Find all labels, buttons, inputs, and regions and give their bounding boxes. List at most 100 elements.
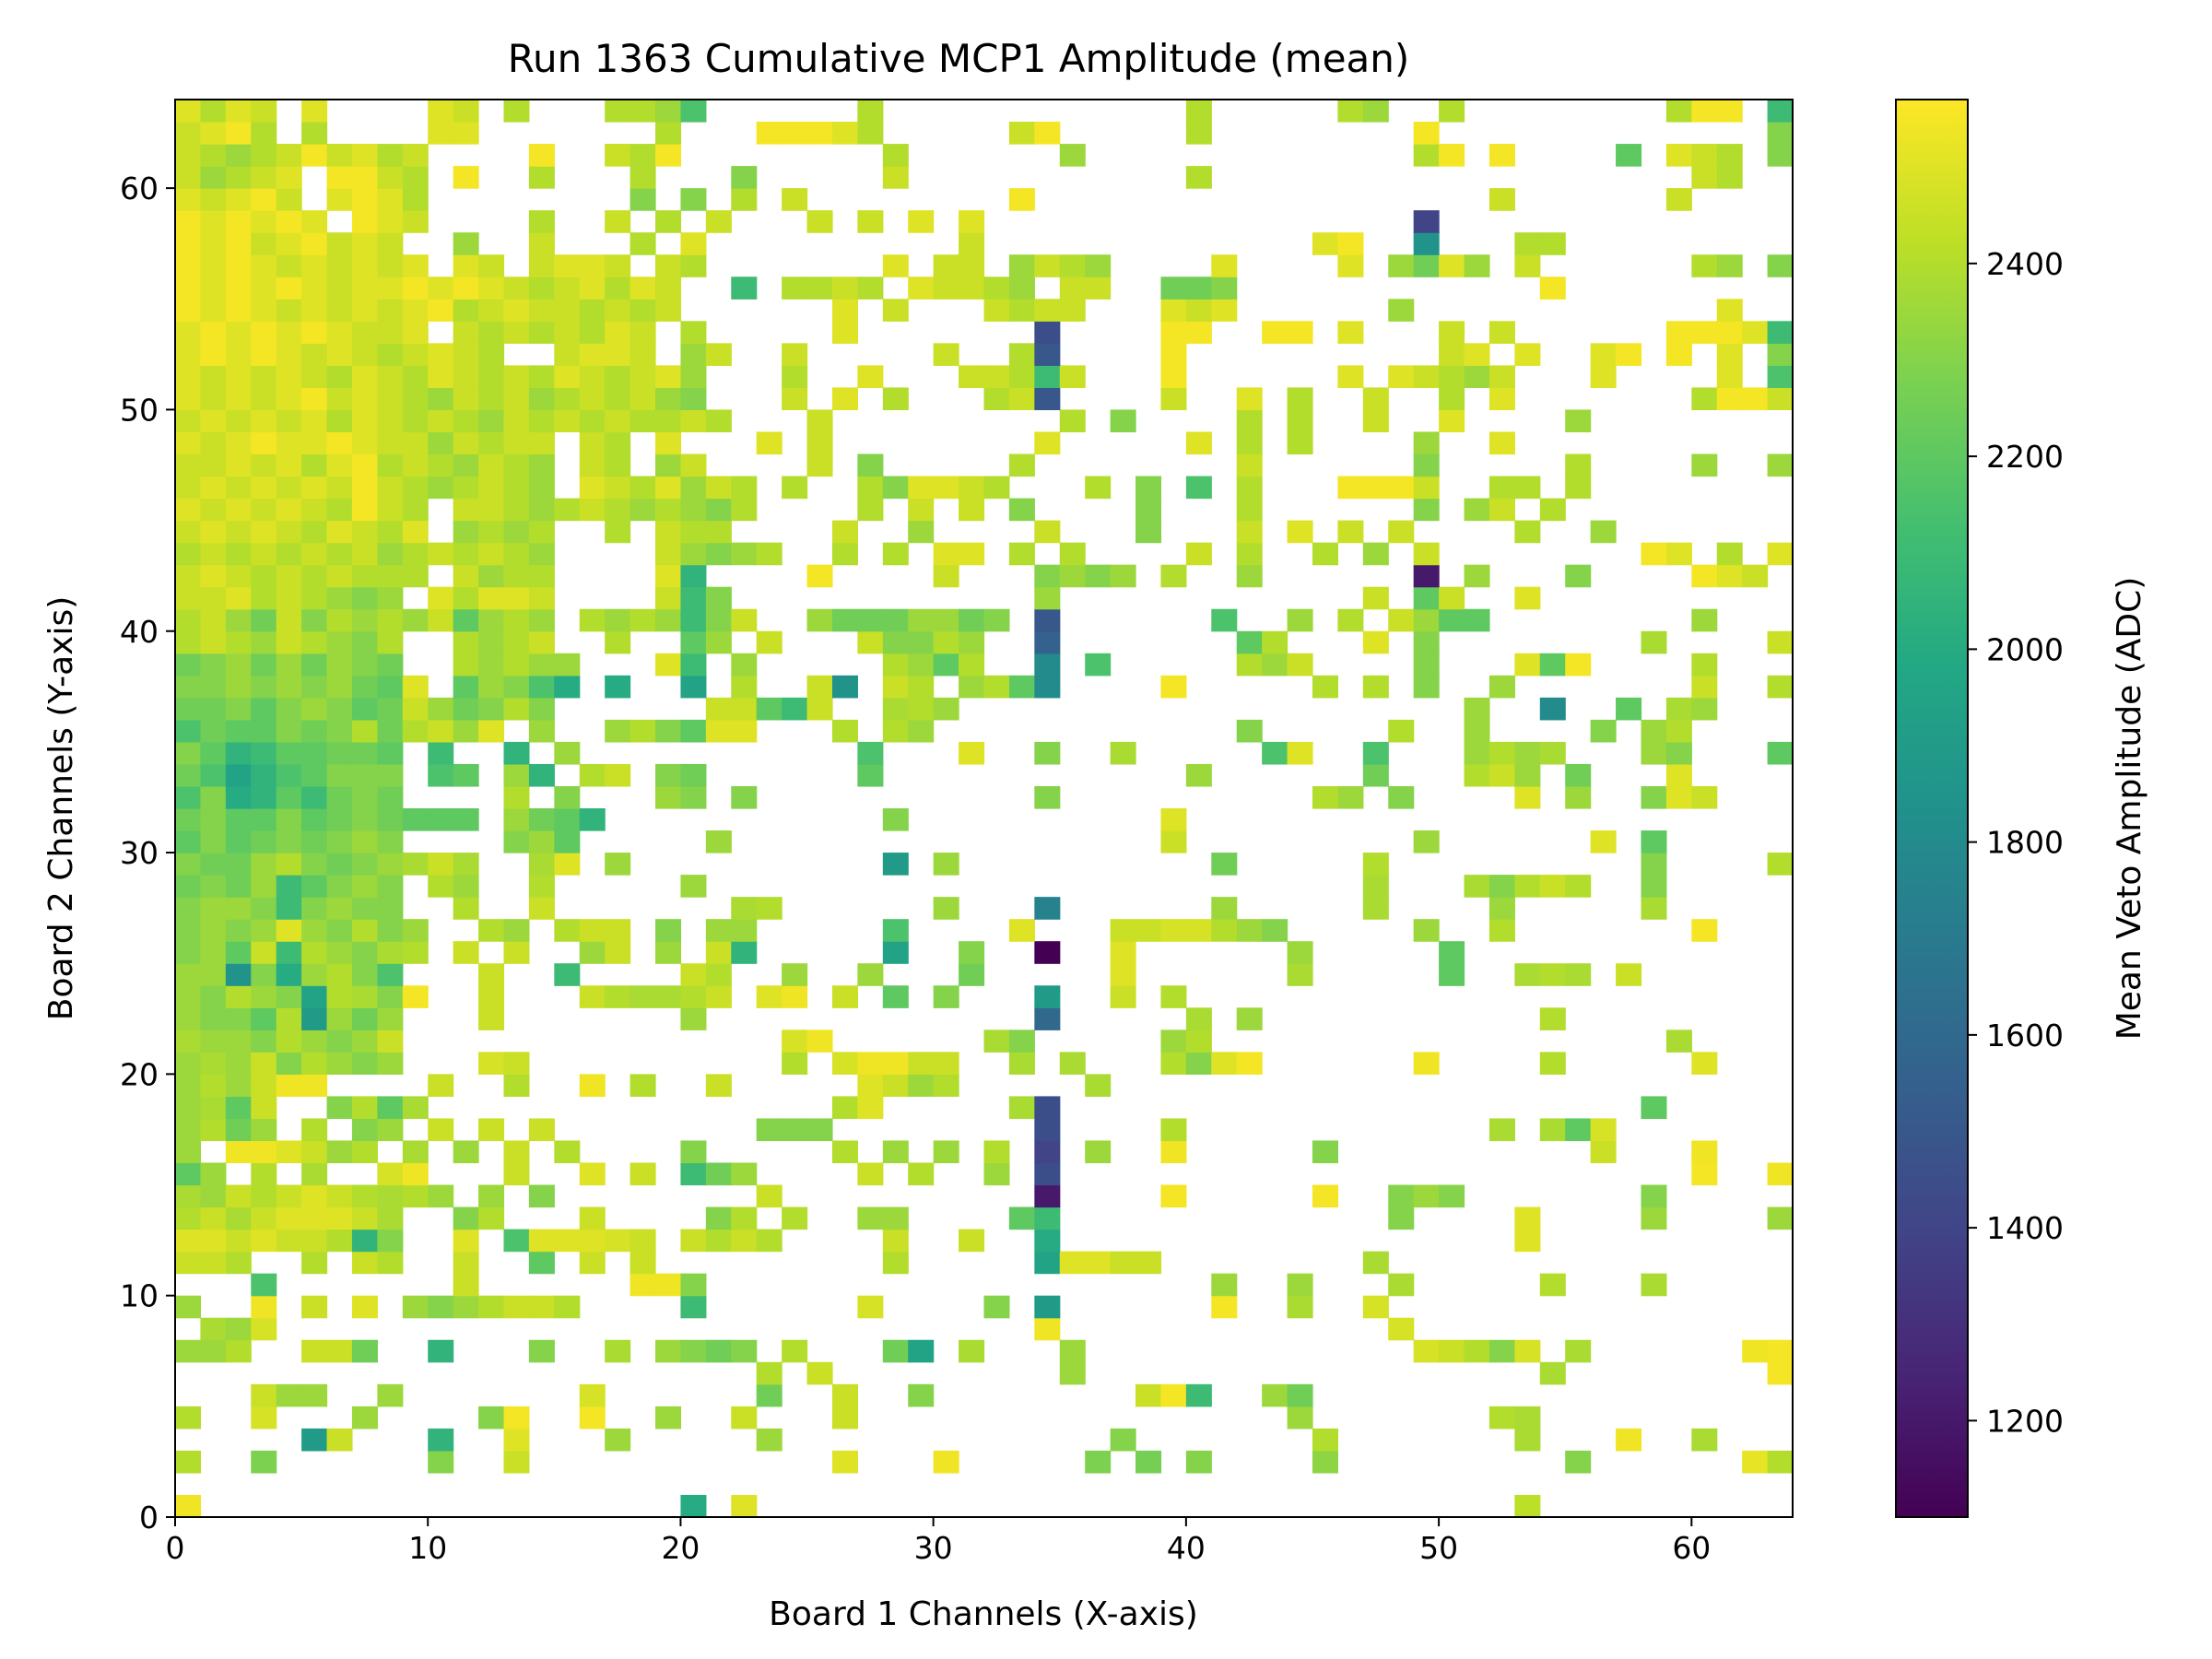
heatmap-cell [1565, 653, 1592, 677]
heatmap-cell [251, 321, 277, 344]
heatmap-cell [402, 542, 429, 566]
heatmap-cell [200, 963, 227, 986]
heatmap-cell [326, 1184, 353, 1208]
heatmap-cell [175, 741, 202, 765]
heatmap-cell [377, 166, 404, 189]
heatmap-cell [251, 1030, 277, 1053]
heatmap-cell [428, 719, 454, 743]
heatmap-cell [453, 586, 479, 610]
heatmap-cell [276, 299, 302, 322]
heatmap-cell [453, 520, 479, 544]
heatmap-cell [1236, 409, 1263, 433]
heatmap-cell [1008, 188, 1035, 211]
heatmap-cell [680, 763, 707, 787]
heatmap-cell [1716, 166, 1743, 189]
heatmap-cell [731, 1494, 758, 1518]
heatmap-cell [528, 875, 555, 898]
heatmap-cell [959, 963, 985, 986]
heatmap-cell [453, 763, 479, 787]
heatmap-cell [251, 1383, 277, 1407]
heatmap-cell [528, 409, 555, 433]
heatmap-cell [908, 630, 935, 654]
heatmap-cell [276, 897, 302, 920]
heatmap-cell [225, 210, 252, 233]
heatmap-cell [175, 608, 202, 632]
heatmap-cell [1362, 897, 1389, 920]
heatmap-cell [301, 343, 328, 366]
heatmap-cell [1085, 1251, 1112, 1275]
heatmap-cell [756, 431, 782, 455]
heatmap-cell [175, 808, 202, 831]
heatmap-cell [377, 941, 404, 964]
heatmap-cell [1413, 498, 1440, 522]
heatmap-cell [1110, 1251, 1136, 1275]
heatmap-cell [200, 166, 227, 189]
heatmap-cell [1767, 542, 1794, 566]
heatmap-cell [1034, 122, 1061, 145]
heatmap-cell [478, 453, 505, 477]
heatmap-cell [377, 919, 404, 942]
heatmap-cell [1488, 875, 1515, 898]
heatmap-cell [251, 542, 277, 566]
heatmap-cell [1185, 919, 1212, 942]
heatmap-cell [175, 188, 202, 211]
heatmap-cell [175, 1030, 202, 1053]
heatmap-cell [276, 365, 302, 389]
heatmap-cell [377, 897, 404, 920]
heatmap-cell [629, 343, 656, 366]
heatmap-cell [301, 675, 328, 699]
heatmap-cell [680, 1339, 707, 1363]
heatmap-cell [806, 431, 833, 455]
heatmap-cell [1691, 1162, 1718, 1186]
heatmap-cell [200, 498, 227, 522]
colorbar-tick-label: 1400 [1986, 1210, 2064, 1246]
heatmap-cell [579, 431, 606, 455]
heatmap-cell [1691, 144, 1718, 167]
heatmap-cell [200, 409, 227, 433]
heatmap-cell [1160, 1383, 1187, 1407]
heatmap-cell [377, 542, 404, 566]
heatmap-cell [351, 453, 378, 477]
heatmap-cell [680, 232, 707, 255]
heatmap-cell [528, 166, 555, 189]
heatmap-cell [1059, 1052, 1086, 1075]
heatmap-cell [453, 1206, 479, 1230]
heatmap-cell [326, 1229, 353, 1253]
heatmap-cell [276, 675, 302, 699]
heatmap-cell [1059, 564, 1086, 588]
heatmap-cell [1160, 321, 1187, 344]
heatmap-cell [225, 343, 252, 366]
heatmap-cell [1059, 1251, 1086, 1275]
heatmap-cell [301, 365, 328, 389]
heatmap-cell [251, 453, 277, 477]
heatmap-cell [1337, 365, 1364, 389]
heatmap-cell [251, 254, 277, 277]
heatmap-cell [1641, 875, 1667, 898]
heatmap-cell [225, 1007, 252, 1030]
heatmap-cell [1362, 387, 1389, 411]
heatmap-cell [301, 853, 328, 876]
heatmap-cell [1085, 1074, 1112, 1098]
heatmap-cell [1312, 785, 1338, 809]
heatmap-cell [1337, 232, 1364, 255]
heatmap-cell [1464, 763, 1490, 787]
heatmap-cell [478, 697, 505, 721]
heatmap-cell [1464, 498, 1490, 522]
heatmap-cell [351, 697, 378, 721]
heatmap-cell [200, 1052, 227, 1075]
heatmap-cell [655, 100, 682, 123]
heatmap-cell [882, 1074, 909, 1098]
heatmap-cell [301, 321, 328, 344]
heatmap-cell [1641, 1096, 1667, 1120]
heatmap-cell [453, 498, 479, 522]
heatmap-cell [1767, 100, 1794, 123]
heatmap-cell [1439, 144, 1465, 167]
heatmap-cell [301, 1184, 328, 1208]
heatmap-cell [503, 653, 530, 677]
heatmap-cell [377, 963, 404, 986]
heatmap-cell [806, 1030, 833, 1053]
heatmap-cell [1362, 675, 1389, 699]
heatmap-cell [276, 608, 302, 632]
heatmap-cell [377, 1118, 404, 1142]
heatmap-cell [705, 1339, 732, 1363]
